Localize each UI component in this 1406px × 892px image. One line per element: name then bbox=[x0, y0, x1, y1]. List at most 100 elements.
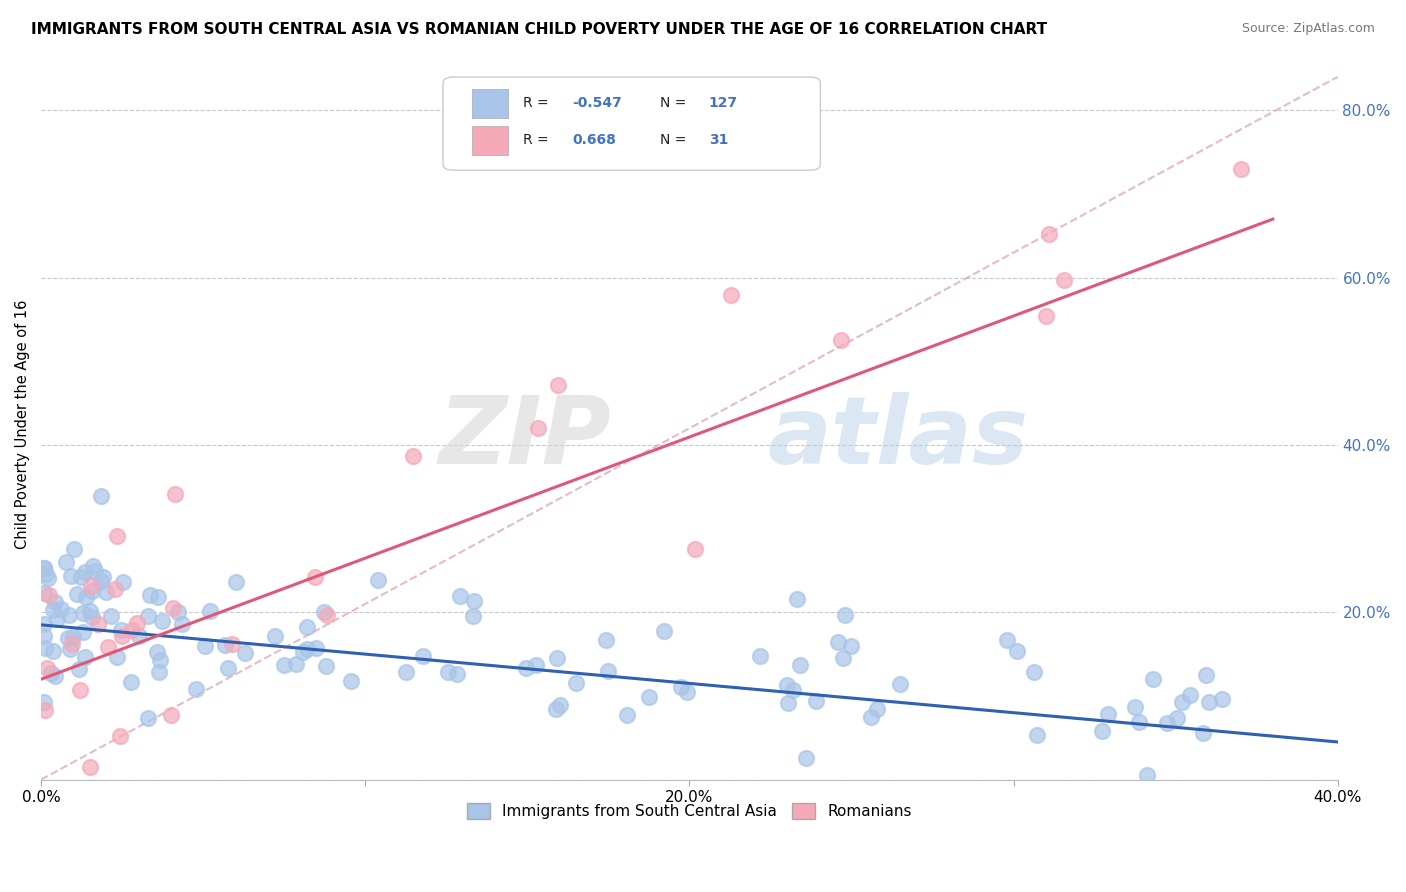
Point bbox=[44, 669, 66, 683]
Point bbox=[776, 696, 799, 710]
Point bbox=[669, 681, 692, 695]
Point bbox=[90, 574, 112, 588]
Point bbox=[806, 694, 828, 708]
Point bbox=[305, 641, 328, 656]
Point bbox=[776, 677, 799, 691]
Point bbox=[34, 561, 56, 575]
Point bbox=[527, 421, 550, 435]
Point bbox=[720, 288, 742, 302]
Point bbox=[463, 593, 485, 607]
Point bbox=[34, 585, 56, 599]
Point bbox=[367, 573, 389, 587]
Point bbox=[86, 617, 108, 632]
Point bbox=[654, 624, 676, 638]
Point bbox=[437, 665, 460, 680]
Point bbox=[1035, 309, 1057, 323]
Point bbox=[111, 629, 134, 643]
FancyBboxPatch shape bbox=[471, 126, 508, 154]
Point bbox=[524, 657, 547, 672]
Point bbox=[162, 600, 184, 615]
Text: R =: R = bbox=[523, 133, 554, 147]
Point bbox=[1195, 668, 1218, 682]
Point bbox=[80, 579, 103, 593]
Text: N =: N = bbox=[659, 96, 690, 111]
Point bbox=[42, 603, 65, 617]
Point bbox=[1038, 227, 1060, 241]
Point bbox=[35, 567, 58, 582]
Point bbox=[295, 642, 318, 657]
Point bbox=[515, 661, 537, 675]
Point bbox=[264, 628, 287, 642]
Point bbox=[412, 648, 434, 663]
Point bbox=[110, 729, 132, 743]
Point bbox=[1135, 768, 1157, 782]
Text: ZIP: ZIP bbox=[439, 392, 612, 484]
Point bbox=[550, 698, 572, 713]
Point bbox=[449, 590, 471, 604]
Point bbox=[830, 334, 852, 348]
Point bbox=[105, 649, 128, 664]
Point bbox=[1230, 161, 1253, 176]
Point bbox=[1166, 711, 1188, 725]
Point bbox=[51, 602, 73, 616]
Point bbox=[401, 449, 423, 463]
Text: atlas: atlas bbox=[768, 392, 1028, 484]
Point bbox=[67, 662, 90, 676]
Point bbox=[794, 751, 817, 765]
Point bbox=[80, 610, 103, 624]
Point bbox=[860, 709, 883, 723]
Point bbox=[165, 486, 187, 500]
Point bbox=[547, 377, 569, 392]
Y-axis label: Child Poverty Under the Age of 16: Child Poverty Under the Age of 16 bbox=[15, 300, 30, 549]
Point bbox=[546, 702, 568, 716]
Point bbox=[1178, 689, 1201, 703]
Point bbox=[72, 606, 94, 620]
Point bbox=[34, 703, 56, 717]
Text: 31: 31 bbox=[709, 133, 728, 147]
Point bbox=[832, 651, 855, 665]
Point bbox=[136, 609, 159, 624]
Point bbox=[683, 542, 706, 557]
Point bbox=[105, 529, 128, 543]
Point bbox=[221, 636, 243, 650]
Point bbox=[82, 559, 104, 574]
Point bbox=[186, 681, 208, 696]
Point bbox=[395, 665, 418, 680]
Point bbox=[56, 631, 79, 645]
Point bbox=[565, 676, 588, 690]
Point bbox=[84, 565, 107, 579]
Point bbox=[786, 592, 808, 607]
Text: 0.668: 0.668 bbox=[572, 133, 617, 147]
Point bbox=[103, 582, 125, 596]
Point bbox=[72, 624, 94, 639]
Point bbox=[233, 646, 256, 660]
FancyBboxPatch shape bbox=[471, 89, 508, 118]
Text: N =: N = bbox=[659, 133, 690, 147]
Point bbox=[34, 617, 56, 632]
Point bbox=[1211, 691, 1233, 706]
Point bbox=[273, 657, 295, 672]
Point bbox=[160, 708, 183, 723]
Point bbox=[315, 658, 337, 673]
Point bbox=[198, 604, 221, 618]
Point bbox=[616, 708, 638, 723]
Point bbox=[546, 650, 568, 665]
Point bbox=[39, 665, 62, 680]
Point bbox=[127, 615, 149, 630]
Point bbox=[120, 675, 142, 690]
Text: IMMIGRANTS FROM SOUTH CENTRAL ASIA VS ROMANIAN CHILD POVERTY UNDER THE AGE OF 16: IMMIGRANTS FROM SOUTH CENTRAL ASIA VS RO… bbox=[31, 22, 1047, 37]
Text: -0.547: -0.547 bbox=[572, 96, 623, 111]
Point bbox=[225, 574, 247, 589]
Point bbox=[136, 711, 159, 725]
Point bbox=[128, 629, 150, 643]
Point bbox=[75, 591, 97, 605]
Point bbox=[150, 614, 173, 628]
Point bbox=[69, 570, 91, 584]
Point bbox=[121, 624, 143, 638]
Point bbox=[1191, 726, 1213, 740]
Point bbox=[148, 665, 170, 680]
Point bbox=[37, 660, 59, 674]
Point bbox=[1005, 643, 1028, 657]
Point bbox=[100, 609, 122, 624]
Point bbox=[79, 760, 101, 774]
